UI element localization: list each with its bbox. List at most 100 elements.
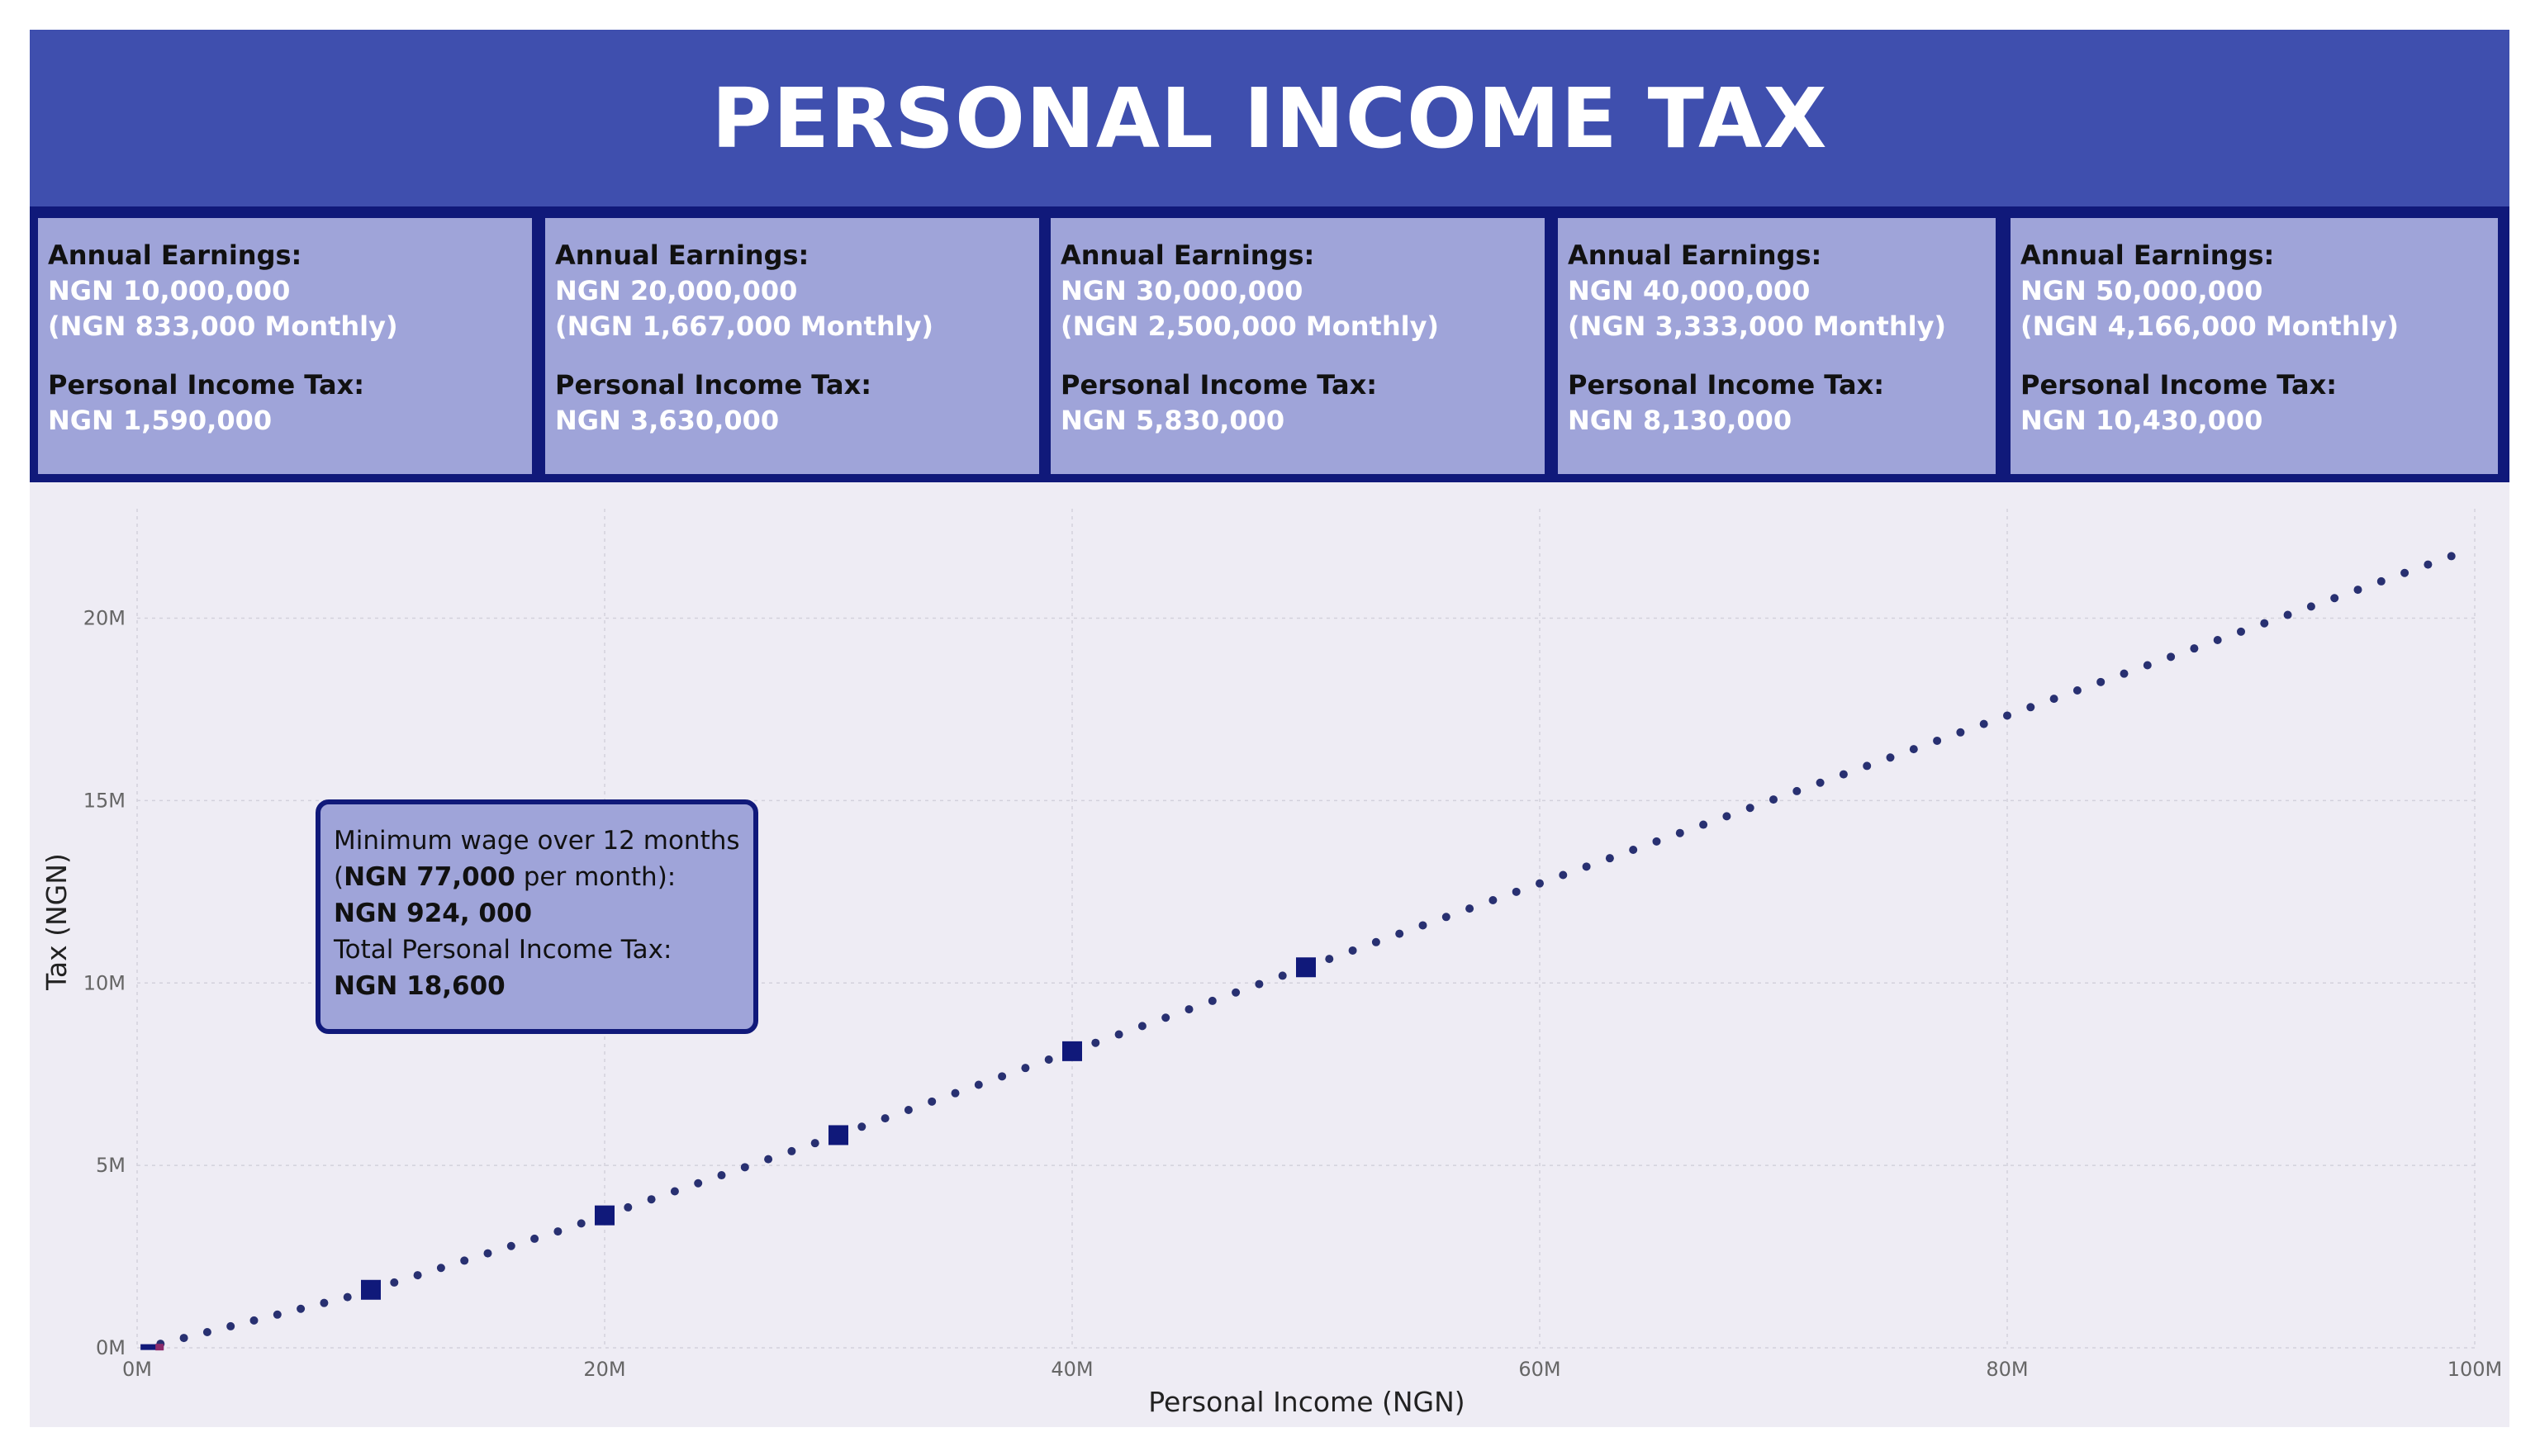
- tax-curve-point: [1161, 1013, 1170, 1022]
- tax-curve-point: [460, 1256, 469, 1265]
- tax-curve-point: [390, 1278, 399, 1287]
- income-cards-row: Annual Earnings: NGN 10,000,000 (NGN 833…: [30, 206, 2509, 482]
- tax-curve-point: [740, 1163, 749, 1172]
- tax-curve-point: [2424, 560, 2433, 569]
- tax-curve-point: [577, 1219, 586, 1228]
- tax-curve-point: [951, 1088, 960, 1098]
- card-earnings-label: Annual Earnings:: [2020, 240, 2275, 271]
- highlight-square-marker: [595, 1205, 615, 1226]
- highlight-square-marker: [1062, 1041, 1082, 1061]
- card-tax-label: Personal Income Tax:: [2020, 369, 2338, 401]
- dotted-tax-curve: [156, 552, 2456, 1349]
- tax-curve-point: [928, 1097, 937, 1106]
- annotation-line-1: Minimum wage over 12 months: [334, 826, 740, 856]
- card-earnings-label: Annual Earnings:: [1568, 240, 1822, 271]
- tax-curve-point: [1465, 904, 1474, 913]
- tax-curve-point: [530, 1234, 539, 1243]
- card-earnings-label: Annual Earnings:: [48, 240, 302, 271]
- tax-curve-point: [1114, 1030, 1123, 1039]
- annotation-line-3: NGN 924, 000: [334, 899, 533, 928]
- tax-curve-point: [553, 1227, 563, 1236]
- tax-curve-point: [1582, 862, 1591, 871]
- card-earnings-value: NGN 40,000,000: [1568, 275, 1811, 306]
- y-tick-label: 5M: [96, 1154, 126, 1177]
- tax-curve-point: [1208, 996, 1217, 1005]
- tax-curve-point: [1816, 778, 1825, 787]
- tax-curve-point: [483, 1249, 492, 1258]
- tax-curve-point: [320, 1298, 329, 1307]
- tax-curve-point: [2167, 652, 2176, 662]
- tax-curve-point: [2376, 576, 2386, 586]
- tax-curve-point: [1255, 979, 1264, 989]
- tax-curve-point: [2026, 703, 2035, 712]
- tax-curve-point: [1488, 895, 1498, 904]
- min-wage-annotation: Minimum wage over 12 months (NGN 77,000 …: [316, 799, 758, 1034]
- tax-curve-point: [202, 1328, 211, 1337]
- tax-curve-point: [2283, 610, 2292, 619]
- tax-curve-point: [2190, 644, 2199, 653]
- annotation-line-2: (NGN 77,000 per month):: [334, 862, 677, 892]
- tax-curve-point: [2353, 586, 2362, 595]
- tax-curve-point: [1863, 761, 1872, 771]
- tax-curve-point: [857, 1122, 866, 1131]
- tax-curve-point: [2447, 552, 2456, 561]
- x-tick-label: 100M: [2447, 1358, 2503, 1381]
- tax-curve-point: [1722, 812, 1731, 821]
- tax-curve-point: [717, 1171, 726, 1180]
- tax-curve-point: [1371, 937, 1380, 946]
- income-card-40m: Annual Earnings: NGN 40,000,000 (NGN 3,3…: [1558, 218, 1996, 474]
- tax-curve-point: [273, 1310, 282, 1319]
- card-monthly-value: (NGN 1,667,000 Monthly): [555, 311, 934, 342]
- tax-curve-point: [2306, 602, 2315, 611]
- tax-curve-point: [2237, 627, 2245, 636]
- y-tick-label: 15M: [83, 789, 126, 812]
- y-tick-label: 10M: [83, 971, 126, 994]
- tax-curve-point: [904, 1105, 913, 1114]
- income-card-30m: Annual Earnings: NGN 30,000,000 (NGN 2,5…: [1051, 218, 1545, 474]
- tick-labels: 0M 20M 40M 60M 80M 100M 0M 5M 10M 15M 20M: [83, 607, 2503, 1381]
- tax-curve-point: [1441, 913, 1450, 922]
- card-earnings-label: Annual Earnings:: [1061, 240, 1315, 271]
- card-tax-label: Personal Income Tax:: [48, 369, 365, 401]
- tax-curve-point: [436, 1264, 445, 1273]
- card-tax-label: Personal Income Tax:: [1061, 369, 1378, 401]
- tax-curve-point: [1839, 770, 1848, 779]
- card-earnings-value: NGN 50,000,000: [2020, 275, 2263, 306]
- tax-curve-point: [1278, 971, 1287, 980]
- min-wage-marker: [155, 1344, 164, 1351]
- card-tax-value: NGN 1,590,000: [48, 405, 273, 436]
- tax-curve-point: [297, 1304, 306, 1313]
- annotation-line-4: Total Personal Income Tax:: [334, 935, 672, 965]
- tax-curve-point: [1675, 828, 1684, 837]
- x-tick-label: 20M: [583, 1358, 625, 1381]
- tax-curve-point: [1933, 736, 1942, 745]
- card-tax-label: Personal Income Tax:: [1568, 369, 1885, 401]
- x-axis-title: Personal Income (NGN): [1148, 1386, 1465, 1418]
- tax-curve-point: [670, 1187, 679, 1196]
- tax-curve-point: [2096, 677, 2106, 686]
- tax-curve-point: [1909, 745, 1918, 754]
- x-tick-label: 40M: [1051, 1358, 1093, 1381]
- tax-curve-point: [1979, 719, 1988, 728]
- tax-curve-point: [624, 1202, 633, 1212]
- card-monthly-value: (NGN 3,333,000 Monthly): [1568, 311, 1947, 342]
- card-tax-value: NGN 5,830,000: [1061, 405, 1285, 436]
- card-tax-value: NGN 3,630,000: [555, 405, 780, 436]
- tax-curve-point: [1418, 921, 1427, 930]
- highlight-square-marker: [828, 1125, 848, 1145]
- y-tick-label: 20M: [83, 607, 126, 630]
- tax-curve-point: [506, 1241, 515, 1250]
- x-tick-label: 80M: [1986, 1358, 2028, 1381]
- tax-curve-point: [1348, 946, 1357, 955]
- card-tax-label: Personal Income Tax:: [555, 369, 872, 401]
- card-tax-value: NGN 8,130,000: [1568, 405, 1792, 436]
- tax-curve-point: [226, 1321, 235, 1330]
- tax-curve-point: [694, 1179, 703, 1188]
- tax-curve-point: [1325, 955, 1334, 964]
- tax-curve-point: [413, 1271, 422, 1280]
- tax-curve-point: [1044, 1055, 1053, 1065]
- tax-curve-point: [343, 1292, 352, 1302]
- tax-curve-point: [2120, 669, 2129, 678]
- tax-curve-point: [1769, 795, 1778, 804]
- card-tax-value: NGN 10,430,000: [2020, 405, 2263, 436]
